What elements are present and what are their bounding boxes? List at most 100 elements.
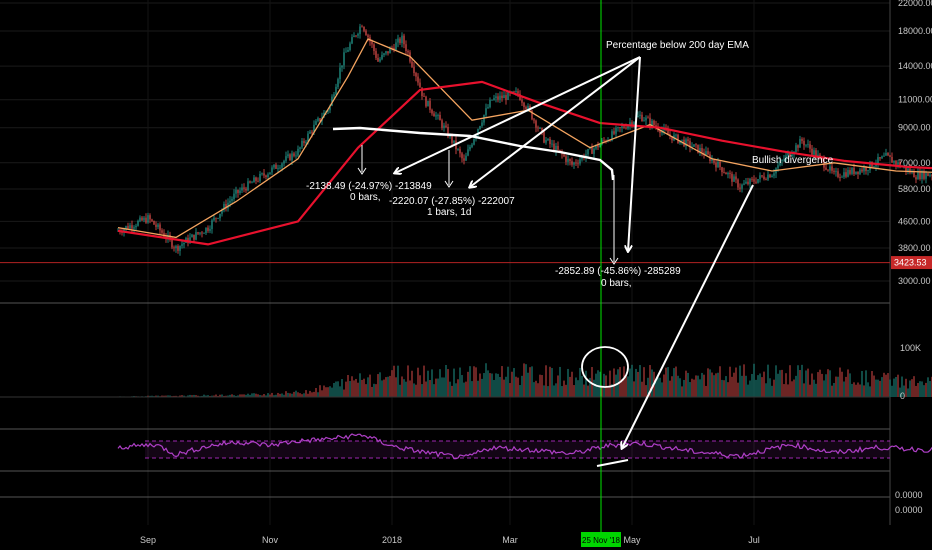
volume-bar — [535, 380, 537, 397]
volume-bar — [787, 384, 789, 397]
candle-body — [317, 118, 319, 122]
volume-bar — [777, 373, 779, 397]
candle-body — [559, 149, 561, 152]
candle-body — [505, 95, 507, 100]
candle-body — [501, 95, 503, 99]
candle-body — [905, 166, 907, 171]
volume-bar — [191, 395, 193, 397]
volume-bar — [485, 363, 487, 397]
price-tick-label: 18000.00 — [898, 26, 932, 36]
x-tick-label: Nov — [262, 535, 279, 545]
volume-bar — [759, 373, 761, 397]
measure-arrow-1 — [357, 167, 367, 175]
candle-body — [713, 159, 715, 163]
candle-body — [237, 189, 239, 193]
candle-body — [353, 35, 355, 38]
volume-bar — [765, 383, 767, 397]
volume-bar — [709, 369, 711, 397]
candle-body — [847, 170, 849, 177]
candle-body — [403, 35, 405, 45]
candle-body — [743, 183, 745, 185]
candle-body — [623, 126, 625, 128]
candle-body — [875, 164, 877, 167]
volume-bar — [839, 367, 841, 397]
volume-bar — [205, 395, 207, 397]
candle-body — [839, 177, 841, 178]
volume-bar — [379, 372, 381, 397]
volume-bar — [567, 368, 569, 397]
candle-body — [279, 167, 281, 169]
candle-body — [565, 156, 567, 162]
volume-bar — [337, 381, 339, 397]
volume-bar — [287, 392, 289, 397]
candle-body — [629, 122, 631, 125]
volume-bar — [897, 374, 899, 397]
candle-body — [425, 96, 427, 107]
candle-body — [841, 176, 843, 178]
volume-bar — [451, 385, 453, 397]
volume-bar — [481, 378, 483, 397]
volume-bar — [557, 375, 559, 397]
candle-body — [209, 229, 211, 231]
volume-bar — [715, 373, 717, 397]
candle-body — [399, 38, 401, 43]
candle-body — [285, 156, 287, 161]
volume-bar — [343, 389, 345, 397]
volume-bar — [403, 379, 405, 397]
volume-bar — [313, 391, 315, 397]
candle-body — [517, 91, 519, 94]
volume-bar — [433, 384, 435, 397]
candle-body — [765, 179, 767, 180]
volume-bar — [491, 373, 493, 397]
candle-body — [627, 124, 629, 129]
candle-body — [459, 149, 461, 154]
candle-body — [915, 177, 917, 180]
price-tick-label: 22000.00 — [898, 0, 932, 8]
candle-body — [909, 168, 911, 173]
volume-bar — [391, 370, 393, 397]
candle-body — [283, 160, 285, 164]
candle-body — [569, 159, 571, 162]
candle-body — [269, 172, 271, 175]
volume-bar — [849, 373, 851, 397]
volume-bar — [813, 379, 815, 397]
candle-body — [137, 220, 139, 226]
volume-bar — [693, 379, 695, 397]
candle-body — [707, 151, 709, 155]
candle-body — [777, 165, 779, 169]
candle-body — [259, 173, 261, 181]
volume-bar — [317, 392, 319, 397]
candle-body — [917, 172, 919, 180]
volume-bar — [525, 364, 527, 397]
volume-bar — [295, 390, 297, 397]
volume-bar — [885, 374, 887, 397]
volume-bar — [907, 388, 909, 397]
volume-bar — [179, 395, 181, 397]
price-tick-label: 9000.00 — [898, 123, 931, 133]
candle-body — [245, 188, 247, 191]
candle-body — [337, 79, 339, 87]
bottom-tick-label: 0.0000 — [895, 505, 923, 515]
volume-bar — [259, 394, 261, 397]
candle-body — [781, 160, 783, 162]
candle-body — [797, 145, 799, 148]
volume-bar — [803, 383, 805, 397]
volume-bar — [861, 371, 863, 397]
candle-body — [701, 148, 703, 153]
volume-bar — [825, 374, 827, 397]
candle-body — [313, 124, 315, 133]
volume-bar — [565, 384, 567, 397]
candle-body — [181, 244, 183, 246]
volume-bar — [425, 381, 427, 397]
volume-bar — [503, 379, 505, 397]
candle-body — [533, 119, 535, 121]
candle-body — [681, 139, 683, 141]
volume-bar — [271, 392, 273, 397]
volume-bar — [151, 395, 153, 397]
candle-body — [387, 51, 389, 54]
volume-bar — [675, 366, 677, 397]
candle-body — [241, 187, 243, 191]
candle-body — [343, 52, 345, 66]
volume-bar — [227, 395, 229, 397]
